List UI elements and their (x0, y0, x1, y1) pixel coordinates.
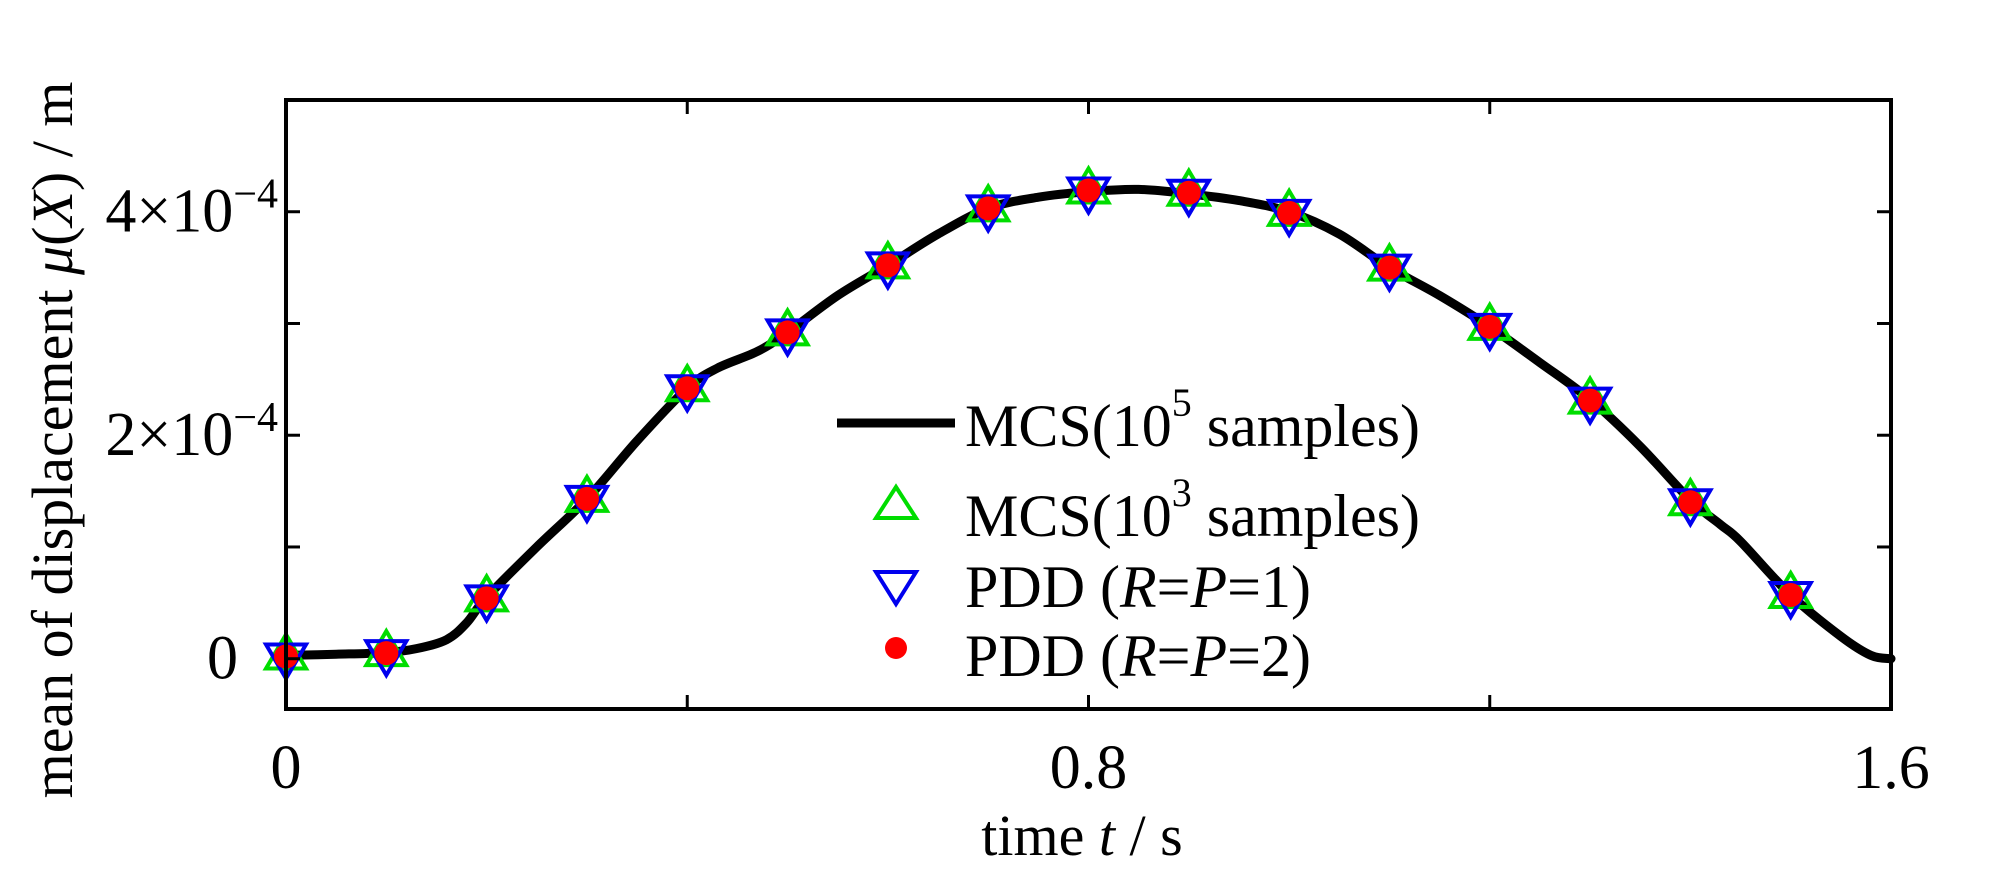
legend-item-pdd-1: PDD (R=P=1) (872, 554, 1311, 620)
legend-label-text: =1) (1227, 554, 1311, 620)
y-axis-paren-open: ( (20, 227, 85, 246)
y-tick-exponent: −4 (233, 395, 278, 441)
axis-ticks (286, 100, 1891, 709)
legend-label: MCS(105 samples) (965, 380, 1420, 459)
legend-label-text: samples) (1192, 393, 1420, 459)
legend-label-text: samples) (1192, 483, 1420, 549)
legend-item-pdd-2: PDD (R=P=2) (885, 623, 1311, 689)
marker-dot (875, 253, 900, 278)
marker-dot (1778, 583, 1803, 608)
y-tick-mantissa: 4×10 (105, 178, 233, 246)
y-axis-title-text: mean of displacement (20, 275, 85, 798)
marker-dot (775, 320, 800, 345)
legend-label-text: MCS(10 (965, 483, 1172, 549)
marker-dot (1377, 255, 1402, 280)
legend-label-var: R (1119, 554, 1157, 620)
marker-dot (1076, 178, 1101, 203)
legend-label-text: = (1157, 554, 1191, 620)
legend-label-var: P (1190, 623, 1228, 689)
marker-dot (1477, 314, 1502, 339)
y-tick-label: 4×10−4 (105, 172, 278, 246)
legend-label-text: PDD ( (965, 623, 1120, 689)
marker-dot (976, 196, 1001, 221)
y-tick-label: 0 (207, 625, 238, 693)
y-tick-labels: 0 2×10−4 4×10−4 (105, 172, 278, 693)
marker-dot (675, 376, 700, 401)
marker-dot (1176, 180, 1201, 205)
legend-label: MCS(103 samples) (965, 470, 1420, 549)
y-tick-mantissa: 2×10 (105, 401, 233, 469)
y-axis-mu: μ (20, 246, 85, 276)
legend: MCS(105 samples) MCS(103 samples) PDD (R… (837, 380, 1420, 689)
marker-dot (1578, 388, 1603, 413)
legend-item-mcs-1e5: MCS(105 samples) (837, 380, 1420, 459)
y-axis-variable: X (20, 189, 85, 229)
legend-triangle-down-icon (872, 570, 920, 608)
legend-label: PDD (R=P=1) (965, 554, 1311, 620)
marker-dot (1678, 490, 1703, 515)
x-tick-label: 0 (271, 734, 302, 802)
y-axis-unit: ) / m (20, 82, 85, 192)
x-axis-unit: / s (1115, 803, 1183, 868)
plot-area (262, 164, 1896, 683)
legend-label-superscript: 3 (1172, 470, 1192, 515)
y-tick-exponent: −4 (233, 172, 278, 218)
marker-dot (474, 586, 499, 611)
x-tick-label: 0.8 (1050, 734, 1128, 802)
legend-dot-icon (885, 637, 907, 659)
legend-label-text: =2) (1227, 623, 1311, 689)
legend-label-var: P (1190, 554, 1228, 620)
y-axis-title: mean of displacement μ(X) / m (20, 82, 85, 799)
x-tick-labels: 0 0.8 1.6 (271, 734, 1930, 802)
legend-label-text: = (1157, 623, 1191, 689)
legend-label-text: PDD ( (965, 554, 1120, 620)
legend-label: PDD (R=P=2) (965, 623, 1311, 689)
marker-dot (1277, 200, 1302, 225)
legend-label-text: MCS(10 (965, 393, 1172, 459)
legend-triangle-up-icon (872, 483, 920, 520)
legend-item-mcs-1e3: MCS(103 samples) (872, 470, 1420, 549)
x-axis-variable: t (1099, 803, 1117, 868)
y-tick-mantissa: 0 (207, 625, 238, 693)
x-axis-title: time t / s (981, 803, 1182, 868)
x-tick-label: 1.6 (1852, 734, 1930, 802)
y-tick-label: 2×10−4 (105, 395, 278, 469)
marker-dot (574, 486, 599, 511)
x-axis-title-text: time (981, 803, 1099, 868)
legend-label-var: R (1119, 623, 1157, 689)
legend-label-superscript: 5 (1172, 380, 1192, 425)
marker-dot (374, 641, 399, 666)
